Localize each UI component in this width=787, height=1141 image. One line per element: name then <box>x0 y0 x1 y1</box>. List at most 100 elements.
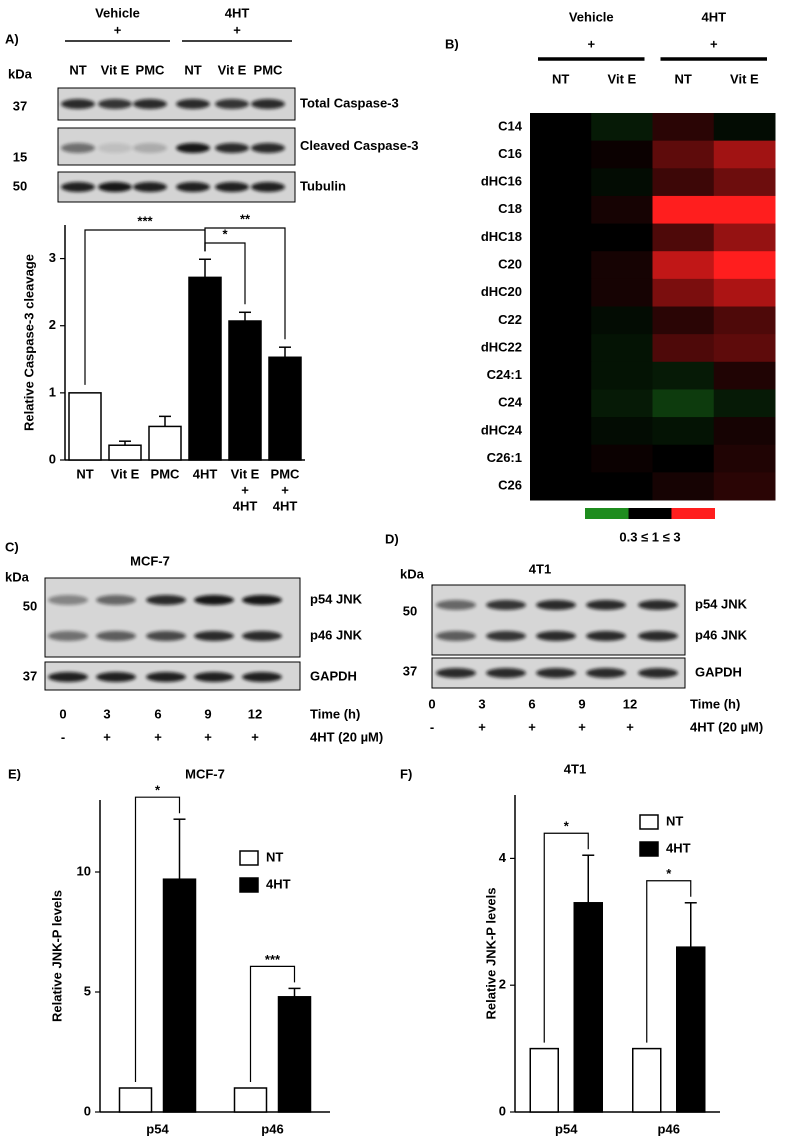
colorbar <box>585 508 715 519</box>
band-label: p46 JNK <box>310 627 363 642</box>
x-tick-label: p46 <box>261 1121 283 1136</box>
y-axis-label: Relative JNK-P levels <box>483 888 498 1020</box>
mw-marker: 37 <box>23 668 37 683</box>
bar <box>573 902 603 1113</box>
band <box>61 182 95 192</box>
legend-swatch <box>639 841 659 857</box>
y-tick-label: 4 <box>499 850 507 865</box>
y-tick-label: 2 <box>499 977 506 992</box>
time-value: 12 <box>248 706 262 721</box>
band-label: p54 JNK <box>695 596 748 611</box>
heatmap-cell <box>530 361 592 390</box>
blot-box <box>431 584 686 656</box>
heatmap-cell <box>713 278 776 307</box>
band <box>215 182 249 192</box>
row-label: dHC22 <box>481 339 522 354</box>
time-label: Time (h) <box>310 706 360 721</box>
band <box>98 143 132 153</box>
band <box>96 631 136 641</box>
heatmap-cell <box>591 444 653 473</box>
treatment-value: + <box>204 729 212 744</box>
column-label: Vit E <box>730 71 759 86</box>
group-label: Vehicle <box>569 9 614 24</box>
treatment-value: + <box>154 729 162 744</box>
band <box>486 668 526 678</box>
band <box>586 631 626 641</box>
blot-title: MCF-7 <box>130 553 170 568</box>
panel-label: A) <box>5 31 19 46</box>
heatmap-cell <box>591 251 653 280</box>
bar <box>162 878 197 1113</box>
chart-title: MCF-7 <box>185 766 225 781</box>
row-label: dHC20 <box>481 284 522 299</box>
band <box>586 668 626 678</box>
group-symbol: + <box>587 36 595 51</box>
group-label: Vehicle <box>95 5 140 20</box>
heatmap-cell <box>713 306 776 335</box>
bar <box>68 392 102 461</box>
heatmap-cell <box>530 195 592 225</box>
band <box>96 595 136 605</box>
row-label: dHC24 <box>481 422 523 437</box>
blot-row-label: Total Caspase-3 <box>300 95 399 110</box>
bar <box>188 276 222 461</box>
mw-marker: 50 <box>13 178 27 193</box>
panel-label: F) <box>400 766 412 781</box>
band <box>638 668 678 678</box>
row-label: dHC18 <box>481 229 522 244</box>
heatmap-cell <box>713 334 776 363</box>
band <box>133 182 167 192</box>
row-label: C18 <box>498 201 522 216</box>
heatmap-cell <box>591 113 653 142</box>
lane-label: Vit E <box>101 62 130 77</box>
y-tick-label: 2 <box>49 317 56 332</box>
time-label: Time (h) <box>690 696 740 711</box>
y-tick-label: 1 <box>49 384 56 399</box>
heatmap-cell <box>713 444 776 473</box>
heatmap-cell <box>713 251 776 280</box>
significance-bracket <box>134 796 181 1082</box>
band <box>486 631 526 641</box>
x-tick-label: Vit E <box>111 466 140 481</box>
row-label: C26 <box>498 478 522 493</box>
time-value: 6 <box>528 696 535 711</box>
group-symbol: + <box>114 22 122 37</box>
legend-label: 4HT <box>266 876 291 891</box>
y-tick-label: 0 <box>49 451 56 466</box>
band <box>48 595 88 605</box>
heatmap-cell <box>530 223 592 252</box>
x-tick-label: p54 <box>555 1121 578 1136</box>
band <box>98 99 132 109</box>
heatmap-cell <box>652 389 715 418</box>
group-symbol: + <box>233 22 241 37</box>
band <box>61 143 95 153</box>
heatmap-cell <box>713 389 776 418</box>
row-label: C20 <box>498 256 522 271</box>
treatment-value: + <box>478 719 486 734</box>
panel-label: B) <box>445 36 459 51</box>
significance-label: ** <box>240 211 251 226</box>
heatmap-cell <box>530 417 592 446</box>
heatmap-cell <box>530 472 592 501</box>
band <box>536 600 576 610</box>
band <box>176 182 210 192</box>
heatmap-cell <box>652 472 715 501</box>
row-label: C24:1 <box>487 367 522 382</box>
group-label: 4HT <box>225 5 250 20</box>
band <box>251 143 285 153</box>
x-tick-label: + <box>281 482 289 497</box>
heatmap-cell <box>530 444 592 473</box>
heatmap-cell <box>713 417 776 446</box>
band <box>146 672 186 682</box>
row-label: C22 <box>498 312 522 327</box>
kda-label: kDa <box>5 569 30 584</box>
band <box>194 631 234 641</box>
significance-bracket <box>646 880 692 1043</box>
x-tick-label: PMC <box>271 466 301 481</box>
legend-swatch <box>239 850 259 866</box>
band <box>133 99 167 109</box>
treatment-value: + <box>528 719 536 734</box>
significance-bracket <box>543 832 589 1043</box>
heatmap-cell <box>591 223 653 252</box>
heatmap-cell <box>591 389 653 418</box>
